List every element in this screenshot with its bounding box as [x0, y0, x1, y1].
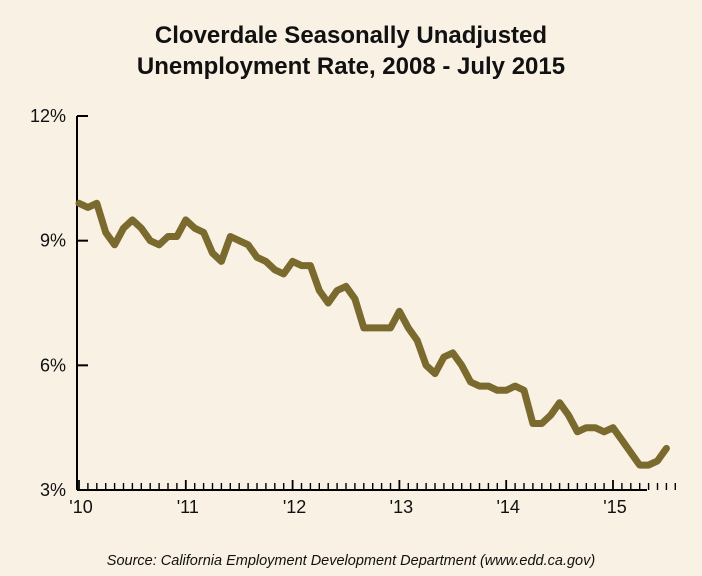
- y-tick-label: 12%: [30, 106, 66, 126]
- y-tick-label: 6%: [40, 355, 66, 375]
- chart-title-line-2: Unemployment Rate, 2008 - July 2015: [136, 53, 566, 80]
- y-tick-label: 9%: [40, 231, 66, 251]
- x-tick-label: '15: [603, 497, 626, 517]
- chart-title-line-1: Cloverdale Seasonally Unadjusted: [154, 22, 548, 49]
- x-tick-label: '10: [69, 497, 92, 517]
- x-tick-label: '14: [496, 497, 519, 517]
- x-tick-label: '11: [177, 497, 199, 517]
- x-tick-label: '12: [283, 497, 306, 517]
- x-tick-label: '13: [390, 497, 413, 517]
- source-note: Source: California Employment Developmen…: [106, 553, 596, 569]
- series-line: [75, 199, 670, 469]
- y-tick-label: 3%: [40, 480, 66, 500]
- chart-title: Cloverdale Seasonally Unadjusted Unemplo…: [0, 20, 702, 82]
